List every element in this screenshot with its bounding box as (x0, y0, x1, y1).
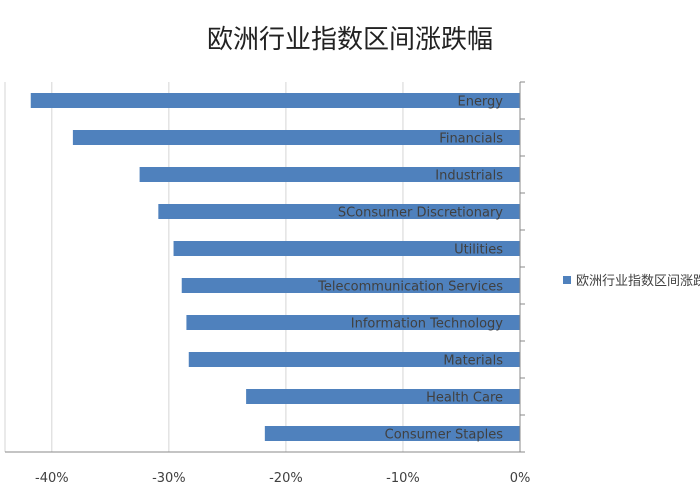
bar (188, 352, 521, 367)
category-label: Energy (457, 95, 503, 110)
bar (158, 204, 521, 219)
category-label: Industrials (435, 169, 503, 184)
category-label: Health Care (426, 391, 503, 406)
category-label: Utilities (454, 243, 503, 258)
category-label: Financials (439, 132, 503, 147)
bar (246, 389, 520, 404)
legend-swatch (563, 276, 571, 284)
legend: 欧洲行业指数区间涨跌幅 (563, 273, 700, 289)
category-label: Information Technology (351, 317, 504, 332)
bar (72, 130, 521, 145)
bar (139, 167, 520, 182)
x-tick-label: -20% (269, 471, 303, 486)
bar-series: Energy Financials Industrials SConsumer Dis… (30, 93, 521, 443)
x-tick-label: 0% (510, 471, 531, 486)
category-label: SConsumer Discretionary (338, 206, 503, 221)
x-tick-label: -10% (386, 471, 420, 486)
x-tick-label: -40% (35, 471, 69, 486)
legend-label: 欧洲行业指数区间涨跌幅 (576, 273, 700, 289)
bar (264, 426, 520, 441)
bar (30, 93, 520, 108)
bar (173, 241, 520, 256)
bar (186, 315, 520, 330)
x-axis: -40% -30% -20% -10% 0% (5, 81, 531, 486)
chart-title: 欧洲行业指数区间涨跌幅 (207, 25, 493, 55)
category-label: Telecommunication Services (317, 280, 503, 295)
bar (181, 278, 520, 293)
category-label: Materials (443, 354, 503, 369)
category-label: Consumer Staples (385, 428, 504, 443)
x-tick-label: -30% (152, 471, 186, 486)
